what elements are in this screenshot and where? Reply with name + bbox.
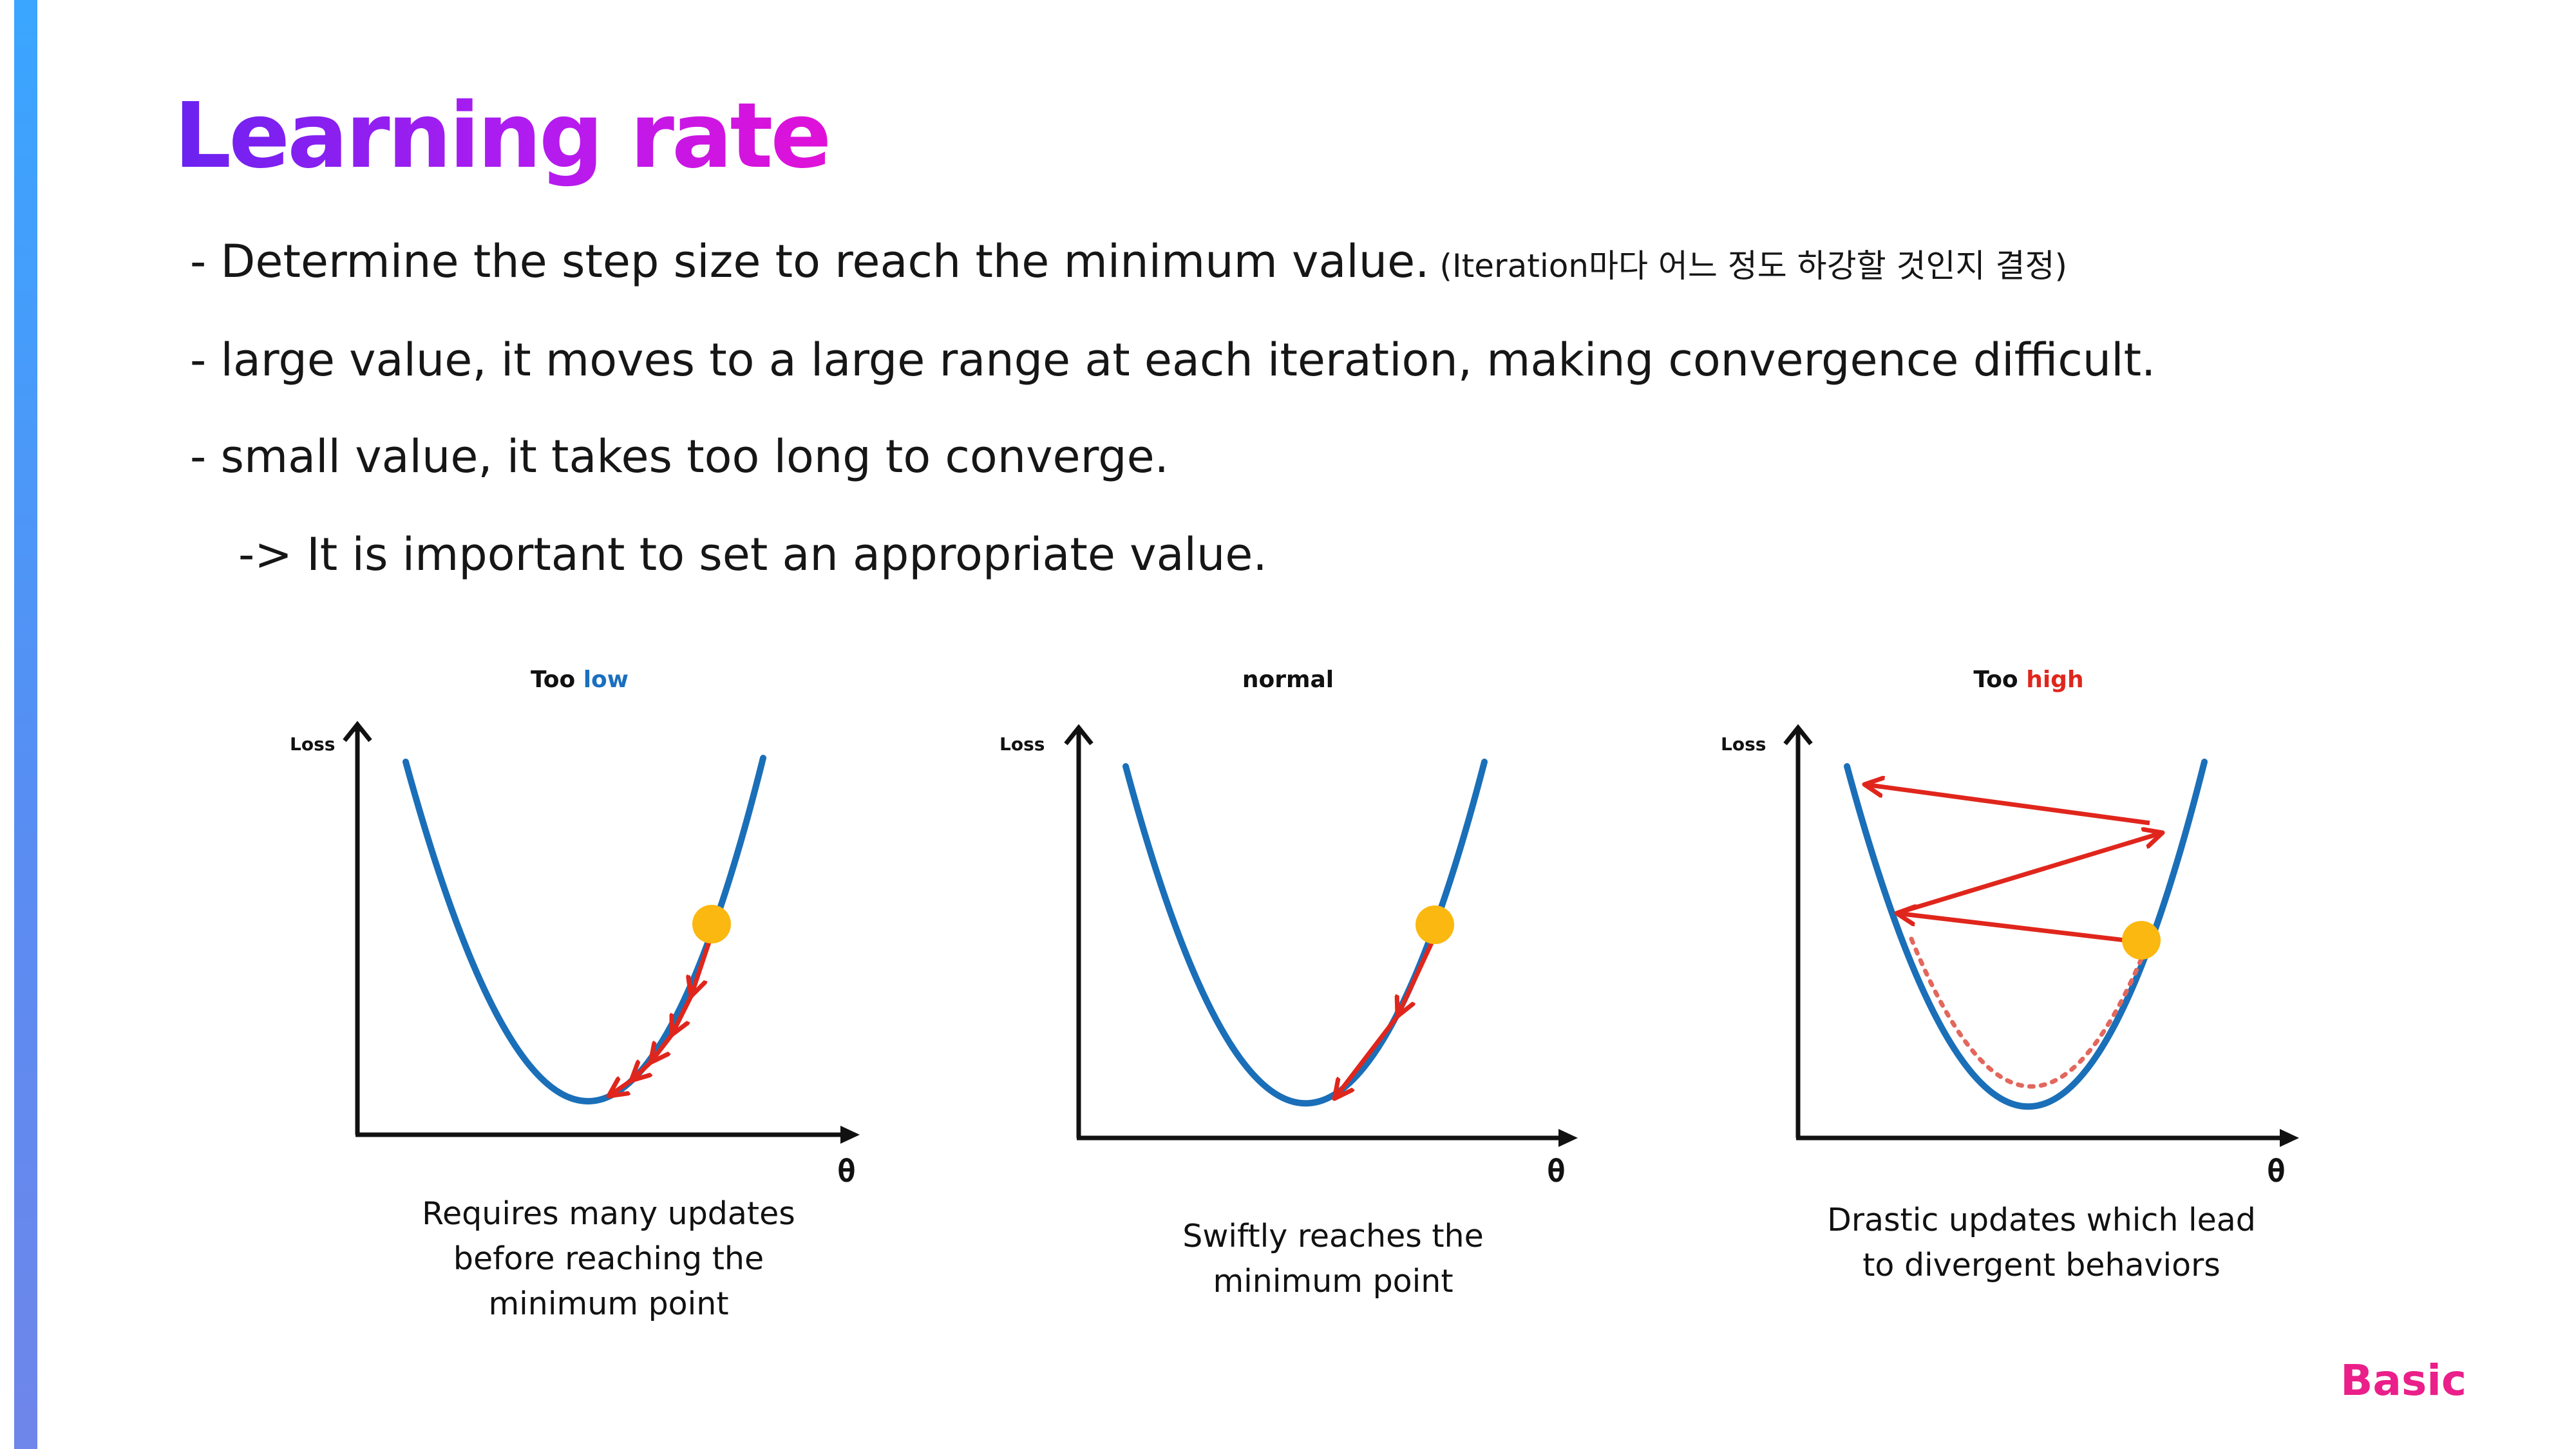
title-prefix: Too: [530, 667, 583, 693]
bullet-small-value: - small value, it takes too long to conv…: [190, 430, 1169, 483]
caption-line: to divergent behaviors: [1862, 1247, 2221, 1283]
accent-bar: [14, 0, 37, 1449]
conclusion-text: -> It is important to set an appropriate…: [238, 528, 1267, 581]
update-arrows: [609, 937, 713, 1096]
x-axis-arrowhead: [1558, 1129, 1578, 1147]
start-point: [2122, 921, 2161, 960]
title-highlight: low: [583, 667, 629, 693]
y-axis-arrowhead: [343, 721, 372, 743]
bullet-text: - Determine the step size to reach the m…: [190, 235, 1430, 288]
caption-line: Swiftly reaches the: [1182, 1218, 1484, 1255]
title-prefix: normal: [1242, 667, 1334, 693]
update-arrow: [1864, 784, 2150, 826]
bullet-large-value: - large value, it moves to a large range…: [190, 334, 2156, 386]
y-axis-arrowhead: [1783, 724, 1813, 746]
update-arrows: [1334, 939, 1435, 1099]
caption-line: Requires many updates: [422, 1195, 795, 1232]
panel-title-low: Too low: [419, 667, 741, 693]
caption-line: before reaching the: [453, 1240, 764, 1277]
caption-line: minimum point: [488, 1285, 729, 1322]
caption-too-high: Drastic updates which lead to divergent …: [1784, 1198, 2299, 1288]
update-arrow: [1397, 939, 1435, 1016]
panel-title-normal: normal: [1127, 667, 1449, 693]
dotted-inner-curve: [1909, 936, 2149, 1089]
caption-normal: Swiftly reaches the minimum point: [1075, 1214, 1591, 1304]
x-axis-label: θ: [837, 1153, 856, 1189]
x-axis-label: θ: [1547, 1153, 1566, 1189]
x-axis-arrowhead: [2280, 1129, 2299, 1147]
panel-too-low: [343, 721, 860, 1144]
y-axis-label: Loss: [999, 734, 1045, 755]
x-axis-arrowhead: [840, 1126, 860, 1144]
panel-normal: [1064, 724, 1578, 1147]
update-arrow: [609, 1081, 632, 1096]
caption-line: Drastic updates which lead: [1827, 1202, 2256, 1238]
panel-title-high: Too high: [1868, 667, 2190, 693]
update-arrow: [1895, 833, 2163, 916]
title-prefix: Too: [1973, 667, 2027, 693]
y-axis-label: Loss: [290, 734, 335, 755]
start-point: [692, 905, 731, 943]
bullet-note: (Iteration마다 어느 정도 하강할 것인지 결정): [1429, 247, 2067, 285]
title-highlight: high: [2026, 667, 2084, 693]
update-arrow: [650, 1033, 674, 1063]
y-axis-arrowhead: [1064, 724, 1094, 746]
caption-too-low: Requires many updates before reaching th…: [351, 1191, 866, 1327]
caption-line: minimum point: [1213, 1263, 1454, 1300]
y-axis-label: Loss: [1721, 734, 1766, 755]
update-arrow: [691, 937, 713, 996]
update-arrow: [631, 1063, 650, 1081]
update-arrow: [1334, 1014, 1399, 1099]
slide-title: Learning rate: [174, 84, 831, 189]
update-arrow: [1897, 913, 2142, 945]
x-axis-label: θ: [2267, 1153, 2286, 1189]
basic-badge: Basic: [2340, 1356, 2467, 1405]
update-arrows: [1864, 784, 2163, 945]
start-point: [1416, 905, 1454, 944]
update-arrow: [672, 995, 694, 1035]
panel-too-high: [1783, 724, 2299, 1147]
bullet-step-size: - Determine the step size to reach the m…: [190, 235, 2067, 288]
